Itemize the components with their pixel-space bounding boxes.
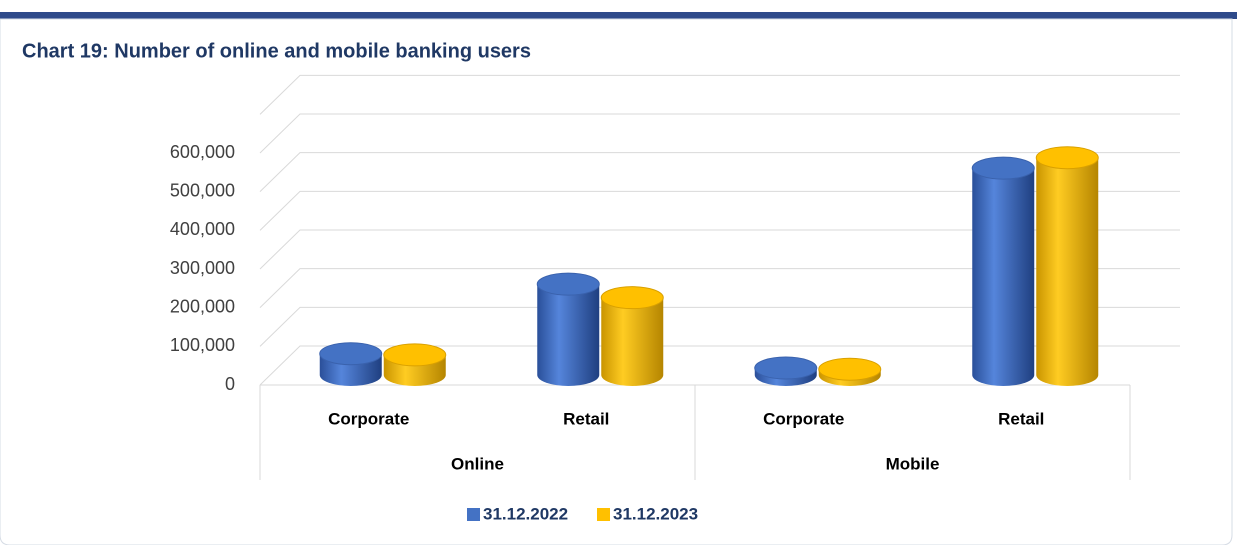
x-tick-label: Retail — [563, 409, 609, 428]
bar-top — [971, 156, 1035, 180]
y-tick-label: 600,000 — [170, 142, 235, 162]
y-tick-label: 200,000 — [170, 296, 235, 316]
panel — [0, 18, 1233, 545]
bar-top — [754, 356, 818, 380]
bar-top — [1035, 146, 1099, 170]
legend-swatch — [597, 508, 610, 521]
grid-line — [259, 152, 1180, 193]
x-tick-label: Retail — [998, 409, 1044, 428]
top-band — [0, 12, 1237, 19]
group-label: Online — [451, 454, 504, 473]
x-tick-label: Corporate — [763, 409, 844, 428]
bar-top — [600, 286, 664, 310]
grid-line — [259, 229, 1180, 270]
bar — [601, 297, 664, 387]
chart-title: Chart 19: Number of online and mobile ba… — [22, 40, 531, 62]
y-tick-label: 300,000 — [170, 258, 235, 278]
bar — [972, 168, 1035, 387]
bar-top — [818, 357, 882, 381]
grid-line — [259, 74, 1180, 115]
group-label: Mobile — [886, 454, 940, 473]
x-tick-label: Corporate — [328, 409, 409, 428]
y-tick-label: 0 — [225, 374, 235, 394]
bar-top — [536, 272, 600, 296]
grid-line — [259, 268, 1180, 309]
legend-swatch — [467, 508, 480, 521]
bar-top — [383, 343, 447, 367]
grid-line — [259, 113, 1180, 154]
y-tick-label: 500,000 — [170, 180, 235, 200]
grid-line — [259, 345, 1180, 386]
bar — [1036, 157, 1099, 387]
grid-line — [259, 306, 1180, 347]
bar — [537, 284, 600, 387]
bar-top — [319, 342, 383, 366]
legend-label: 31.12.2023 — [613, 504, 698, 523]
y-tick-label: 400,000 — [170, 219, 235, 239]
legend-label: 31.12.2022 — [483, 504, 568, 523]
y-tick-label: 100,000 — [170, 335, 235, 355]
grid-line — [259, 190, 1180, 231]
